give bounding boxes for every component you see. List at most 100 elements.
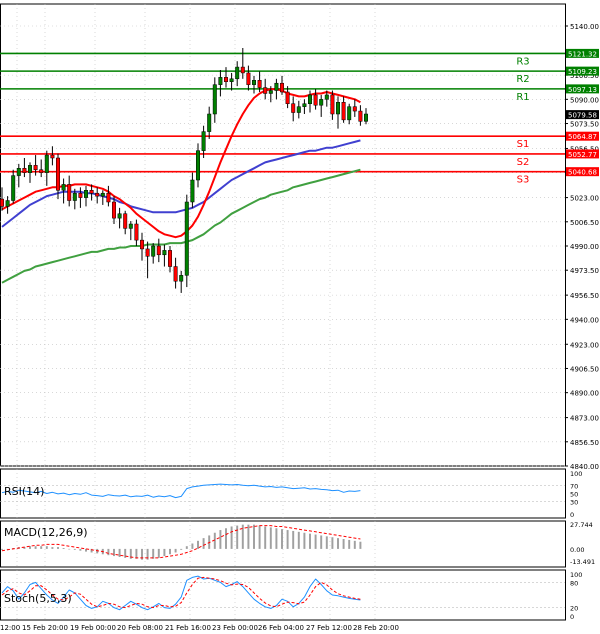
candle-body [336,102,340,115]
level-price-label: 5097.13 [568,86,597,94]
macd-histogram-bar [230,526,233,549]
candle-body [263,87,268,94]
time-tick-label: 27 Feb 12:00 [306,624,352,632]
macd-histogram-bar [331,537,334,549]
price-tick-label: 5006.50 [570,219,599,227]
macd-histogram-bar [314,534,317,549]
macd-histogram-bar [281,529,283,549]
candle-body [341,102,346,121]
macd-histogram-bar [1,548,3,550]
macd-histogram-bar [348,539,351,549]
macd-signal-line [1,525,361,559]
price-tick-label: 4973.50 [570,267,599,275]
level-price-box [566,167,599,177]
candle-body [212,84,217,115]
macd-histogram-bar [309,533,311,549]
level-price-box [566,131,599,141]
level-name-s1: S1 [517,139,530,150]
candle-body [168,250,172,267]
candle-body [240,66,245,74]
time-tick-label: 15 Feb 20:00 [22,624,68,632]
ma-slow-line [1,168,361,284]
candle-body [95,192,100,197]
level-price-label: 5040.68 [568,169,597,177]
candle-body [151,245,156,257]
macd-histogram-bar [79,548,82,551]
candlesticks [0,48,368,293]
macd-histogram-bar [197,540,199,549]
macd-histogram-bar [90,548,93,553]
macd-histogram-bar [191,543,194,549]
macd-histogram-bar [40,546,43,549]
rsi-tick-label: 30 [570,499,578,507]
macd-histogram-bar [6,548,9,550]
price-tick-label: 5140.00 [570,23,599,31]
macd-histogram-bar [124,548,127,558]
rsi-tick-label: 50 [570,491,578,499]
level-price-box [566,84,599,94]
macd-histogram-bar [51,547,54,549]
candle-body [11,175,16,201]
last-price-box [566,110,599,120]
candle-body [280,82,284,93]
stoch-tick-label: 0 [570,613,574,621]
price-tick-label: 5073.50 [570,121,599,129]
candle-body [268,90,273,94]
candle-body [352,106,357,112]
candle-body [302,103,307,107]
level-name-r2: R2 [516,74,529,85]
candle-body [207,113,212,132]
candle-body [257,80,262,88]
macd-histogram-bar [118,548,121,557]
candle-body [44,154,49,173]
macd-histogram-bar [62,547,65,549]
macd-histogram-bar [107,548,110,556]
macd-histogram-bar [264,526,267,549]
candle-body [22,168,27,173]
time-tick-label: 28 Feb 20:00 [353,624,399,632]
candle-body [61,184,66,191]
price-tick-label: 5090.00 [570,96,599,104]
macd-histogram-bar [141,548,143,560]
price-tick-label: 4923.00 [570,341,599,349]
macd-histogram-bar [286,530,289,549]
price-tick-label: 5106.50 [570,72,599,80]
candle-body [134,223,139,241]
macd-histogram-bar [236,525,239,549]
level-name-r1: R1 [516,92,529,103]
candle-body [218,77,223,85]
candle-body [347,106,352,121]
stoch-tick-label: 20 [570,605,578,613]
macd-tick-label: -13.491 [570,558,595,566]
candle-body [291,103,296,113]
rsi-tick-label: 100 [570,470,582,478]
candle-body [100,192,105,197]
candle-body [16,168,21,176]
rsi-line [1,483,361,499]
candle-body [313,94,318,106]
candle-body [56,157,60,191]
candle-body [274,82,279,91]
candle-body [162,250,167,256]
macd-tick-label: 27.744 [570,521,593,529]
macd-histogram-bar [146,548,149,560]
macd-histogram-bar [180,548,183,550]
last-price-label: 5079.58 [568,112,597,120]
candle-body [145,248,150,257]
macd-histogram-bar [163,548,166,557]
stoch-label: Stoch(5,5,3) [4,592,72,605]
macd-histogram-bar [57,547,59,549]
time-tick-label: 21 Feb 16:00 [165,624,211,632]
candle-body [112,201,116,219]
macd-histogram-bar [275,528,278,549]
level-price-label: 5121.32 [568,50,597,58]
level-price-label: 5052.77 [568,151,597,159]
time-tick-label: 26 Feb 04:00 [258,624,304,632]
candle-body [173,266,178,282]
time-axis: 12:00 15 Feb 20:00 19 Feb 00:00 20 Feb 08:0… [0,624,399,632]
stoch-d-line [1,576,361,609]
macd-histogram-bar [359,541,362,549]
